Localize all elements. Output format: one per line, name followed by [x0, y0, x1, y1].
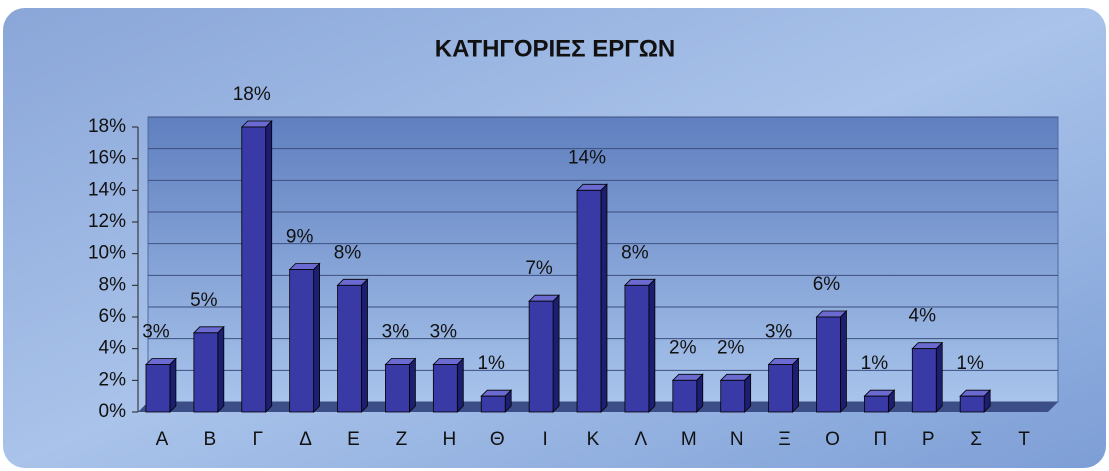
- x-tick-label: Ξ: [778, 429, 790, 450]
- data-label: 18%: [233, 84, 271, 105]
- bar: [528, 300, 554, 413]
- x-tick-label: Τ: [1018, 429, 1030, 450]
- bar-side: [792, 357, 799, 413]
- bar-side: [840, 310, 847, 413]
- bar: [145, 364, 171, 413]
- bar: [720, 379, 746, 413]
- data-label: 1%: [956, 353, 984, 374]
- x-tick-label: Σ: [970, 429, 982, 450]
- bar: [863, 395, 889, 413]
- data-label: 6%: [813, 274, 841, 295]
- x-tick-label: Θ: [490, 429, 505, 450]
- bar: [768, 364, 793, 413]
- data-label: 7%: [525, 258, 553, 279]
- bar-side: [456, 357, 464, 413]
- x-tick-label: Δ: [299, 429, 312, 450]
- bar-side: [935, 341, 943, 413]
- y-tick-label: 4%: [99, 338, 127, 359]
- x-tick-label: Γ: [253, 429, 263, 450]
- data-label: 4%: [909, 306, 937, 327]
- data-label: 8%: [334, 242, 362, 263]
- bar-side: [408, 357, 416, 413]
- bar: [337, 284, 362, 413]
- bar: [241, 126, 267, 413]
- y-tick-label: 10%: [88, 243, 126, 264]
- bar-side: [313, 262, 321, 413]
- y-tick-label: 0%: [99, 401, 127, 422]
- data-label: 14%: [568, 147, 606, 168]
- x-tick-label: Η: [442, 429, 456, 450]
- data-label: 1%: [861, 353, 889, 374]
- x-tick-label: Ι: [542, 429, 547, 450]
- x-tick-label: Α: [156, 429, 169, 450]
- y-tick-label: 16%: [88, 148, 126, 169]
- data-label: 3%: [430, 322, 458, 343]
- bar: [385, 364, 410, 413]
- bar-side: [552, 294, 560, 413]
- bar-side: [648, 278, 656, 413]
- data-label: 8%: [621, 242, 649, 263]
- bar: [959, 395, 985, 413]
- bar: [911, 348, 937, 413]
- x-tick-label: Ν: [730, 429, 744, 450]
- y-tick-label: 18%: [88, 116, 126, 137]
- x-tick-label: Ο: [825, 429, 840, 450]
- bar-side: [696, 373, 704, 413]
- bar-side: [169, 357, 177, 413]
- data-label: 9%: [286, 227, 314, 248]
- bar-side: [217, 325, 225, 413]
- bar: [816, 316, 841, 413]
- y-tick-label: 14%: [88, 179, 126, 200]
- data-label: 2%: [717, 337, 745, 358]
- bar-side: [265, 120, 273, 413]
- x-tick-label: Ε: [347, 429, 360, 450]
- x-tick-label: Β: [203, 429, 216, 450]
- y-tick-label: 8%: [99, 274, 127, 295]
- y-tick-label: 12%: [88, 211, 126, 232]
- data-label: 1%: [477, 353, 505, 374]
- bar: [289, 269, 315, 413]
- bar: [480, 395, 506, 413]
- y-tick-label: 2%: [99, 369, 127, 390]
- y-tick-label: 6%: [99, 306, 127, 327]
- x-tick-label: Λ: [635, 429, 648, 450]
- bar-side: [361, 278, 368, 413]
- bar: [624, 284, 650, 413]
- bar: [576, 189, 602, 413]
- x-tick-label: Ρ: [922, 429, 935, 450]
- chart-title: ΚΑΤΗΓΟΡΙΕΣ ΕΡΓΩΝ: [435, 35, 676, 62]
- x-tick-label: Π: [874, 429, 888, 450]
- x-tick-label: Ζ: [396, 429, 408, 450]
- data-label: 3%: [142, 322, 170, 343]
- data-label: 5%: [190, 290, 218, 311]
- bar: [193, 332, 219, 413]
- data-label: 2%: [669, 337, 697, 358]
- data-label: 3%: [765, 322, 793, 343]
- bar: [432, 364, 458, 413]
- bar-side: [600, 183, 608, 413]
- bar-side: [744, 373, 752, 413]
- x-tick-label: Μ: [681, 429, 697, 450]
- bar: [672, 379, 698, 413]
- x-tick-label: Κ: [587, 429, 600, 450]
- data-label: 3%: [382, 322, 410, 343]
